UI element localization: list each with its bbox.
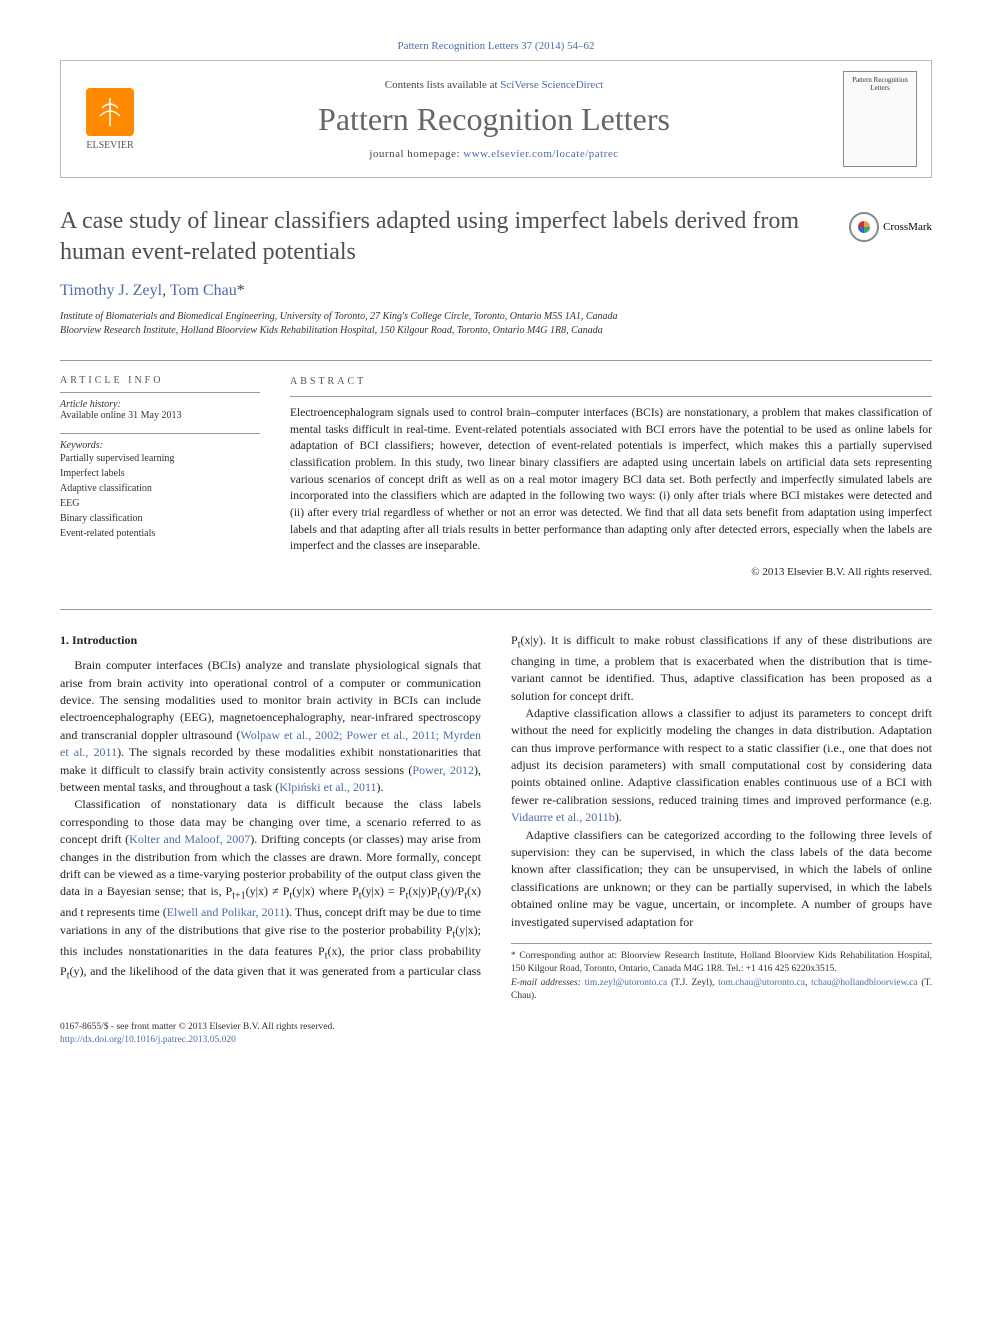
article-info: ARTICLE INFO Article history: Available … — [60, 375, 260, 580]
abstract-text: Electroencephalogram signals used to con… — [290, 405, 932, 555]
copyright-line: © 2013 Elsevier B.V. All rights reserved… — [290, 565, 932, 581]
text: (x|y)P — [408, 884, 437, 898]
ref-link[interactable]: Power, 2012 — [412, 763, 474, 777]
keywords-block: Keywords: Partially supervised learning … — [60, 433, 260, 541]
journal-name: Pattern Recognition Letters — [159, 101, 829, 138]
doi-line: http://dx.doi.org/10.1016/j.patrec.2013.… — [60, 1034, 932, 1047]
crossmark-badge[interactable]: CrossMark — [849, 212, 932, 242]
citation-header: Pattern Recognition Letters 37 (2014) 54… — [60, 40, 932, 52]
author-link-2[interactable]: Tom Chau — [170, 282, 237, 299]
text: ). — [377, 780, 384, 794]
info-abstract-row: ARTICLE INFO Article history: Available … — [60, 375, 932, 580]
page-footer: 0167-8655/$ - see front matter © 2013 El… — [60, 1021, 932, 1048]
affiliations: Institute of Biomaterials and Biomedical… — [60, 310, 932, 338]
author-link-1[interactable]: Timothy J. Zeyl — [60, 282, 162, 299]
keyword: EEG — [60, 496, 260, 511]
para-4: Adaptive classifiers can be categorized … — [511, 827, 932, 931]
sciencedirect-link[interactable]: SciVerse ScienceDirect — [500, 79, 603, 91]
email-link[interactable]: tchau@hollandbloorview.ca — [811, 978, 918, 988]
elsevier-logo-icon — [86, 88, 134, 136]
masthead-center: Contents lists available at SciVerse Sci… — [159, 79, 829, 160]
ref-link[interactable]: Vidaurre et al., 2011b — [511, 810, 615, 824]
publisher-block: ELSEVIER — [75, 88, 145, 151]
ref-link[interactable]: Elwell and Polikar, 2011 — [167, 905, 285, 919]
corr-footnote-text: * Corresponding author at: Bloorview Res… — [511, 950, 932, 977]
email-link[interactable]: tom.chau@utoronto.ca — [718, 978, 805, 988]
sub: t+1 — [232, 891, 245, 902]
abstract-head: ABSTRACT — [290, 375, 932, 390]
contents-line: Contents lists available at SciVerse Sci… — [159, 79, 829, 91]
ref-link[interactable]: Klpiński et al., 2011 — [279, 780, 376, 794]
citation-link[interactable]: Pattern Recognition Letters 37 (2014) 54… — [397, 40, 594, 52]
keyword: Partially supervised learning — [60, 451, 260, 466]
para-3: Adaptive classification allows a classif… — [511, 705, 932, 827]
ref-link[interactable]: Kolter and Maloof, 2007 — [129, 832, 250, 846]
homepage-line: journal homepage: www.elsevier.com/locat… — [159, 148, 829, 160]
keywords-label: Keywords: — [60, 440, 103, 451]
text: (y|x) = P — [362, 884, 406, 898]
publisher-label: ELSEVIER — [86, 140, 133, 151]
affiliation-1: Institute of Biomaterials and Biomedical… — [60, 310, 932, 324]
text: (y)/P — [440, 884, 464, 898]
history-block: Article history: Available online 31 May… — [60, 392, 260, 421]
issn-line: 0167-8655/$ - see front matter © 2013 El… — [60, 1021, 932, 1034]
homepage-link[interactable]: www.elsevier.com/locate/patrec — [463, 148, 618, 160]
email-label: E-mail addresses: — [511, 978, 585, 988]
doi-link[interactable]: http://dx.doi.org/10.1016/j.patrec.2013.… — [60, 1035, 236, 1045]
text: ). — [615, 810, 622, 824]
history-label: Article history: — [60, 399, 121, 410]
history-value: Available online 31 May 2013 — [60, 410, 181, 421]
divider — [60, 360, 932, 361]
homepage-prefix: journal homepage: — [369, 148, 463, 160]
body-columns: 1. Introduction Brain computer interface… — [60, 632, 932, 1003]
keyword: Imperfect labels — [60, 466, 260, 481]
abstract: ABSTRACT Electroencephalogram signals us… — [290, 375, 932, 580]
divider — [290, 396, 932, 397]
article-page: Pattern Recognition Letters 37 (2014) 54… — [0, 0, 992, 1088]
title-row: A case study of linear classifiers adapt… — [60, 206, 932, 282]
text: Adaptive classification allows a classif… — [511, 706, 932, 807]
contents-prefix: Contents lists available at — [385, 79, 500, 91]
text: (y|x) where P — [292, 884, 359, 898]
crossmark-icon — [849, 212, 879, 242]
text: (y|x) ≠ P — [246, 884, 290, 898]
authors: Timothy J. Zeyl, Tom Chau* — [60, 282, 932, 300]
text: (x|y). It is difficult to make robust cl… — [511, 633, 932, 703]
journal-masthead: ELSEVIER Contents lists available at Sci… — [60, 60, 932, 178]
journal-cover-thumb: Pattern Recognition Letters — [843, 71, 917, 167]
text: http://dx.doi.org/ — [60, 1035, 124, 1045]
keyword: Binary classification — [60, 511, 260, 526]
email-line: E-mail addresses: tim.zeyl@utoronto.ca (… — [511, 977, 932, 1004]
crossmark-label: CrossMark — [883, 221, 932, 233]
para-1: Brain computer interfaces (BCIs) analyze… — [60, 657, 481, 796]
text: (T.J. Zeyl), — [667, 978, 718, 988]
keyword: Event-related potentials — [60, 526, 260, 541]
email-link[interactable]: tim.zeyl@utoronto.ca — [585, 978, 668, 988]
keywords-list: Partially supervised learning Imperfect … — [60, 451, 260, 541]
article-title: A case study of linear classifiers adapt… — [60, 206, 839, 268]
article-info-head: ARTICLE INFO — [60, 375, 260, 386]
corr-mark: * — [237, 282, 245, 299]
affiliation-2: Bloorview Research Institute, Holland Bl… — [60, 324, 932, 338]
keyword: Adaptive classification — [60, 481, 260, 496]
section-head-1: 1. Introduction — [60, 632, 481, 649]
corresponding-footnote: * Corresponding author at: Bloorview Res… — [511, 943, 932, 1003]
text: 10.1016/j.patrec.2013.05.020 — [124, 1035, 236, 1045]
